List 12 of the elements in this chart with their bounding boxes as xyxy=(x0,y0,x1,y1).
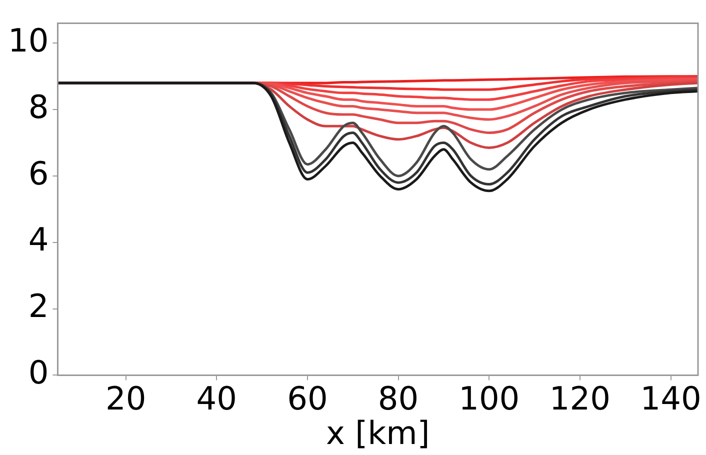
y-tick-label: 4 xyxy=(28,220,49,259)
x-tick-label: 140 xyxy=(640,380,702,418)
x-tick-label: 40 xyxy=(196,380,238,418)
x-tick-label: 60 xyxy=(287,380,328,418)
y-tick-label: 2 xyxy=(28,287,49,326)
x-tick-label: 120 xyxy=(549,380,610,418)
y-tick-label: 8 xyxy=(28,88,49,126)
y-tick-label: 6 xyxy=(28,154,49,192)
y-tick-label: 0 xyxy=(28,354,49,392)
y-tick-label: 10 xyxy=(8,21,49,60)
x-tick-label: 20 xyxy=(105,380,146,418)
x-tick-label: 100 xyxy=(458,380,520,418)
